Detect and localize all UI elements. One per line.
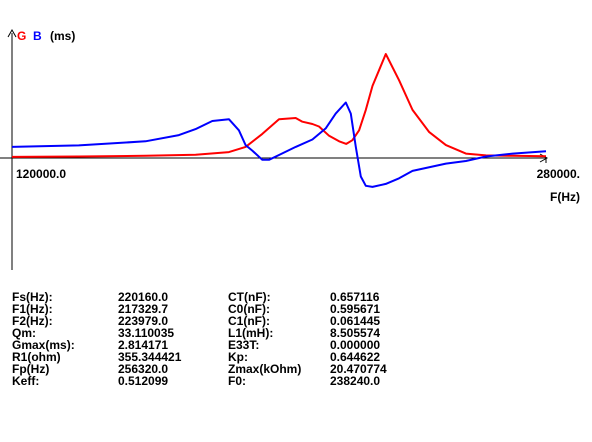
param-label: R1(ohm) [12,350,61,364]
param-label: Qm: [12,326,36,340]
x-min-label: 120000.0 [16,167,66,181]
param-value: 0.657116 [330,290,380,304]
param-label: Kp: [228,350,248,364]
x-max-label: 280000. [537,167,580,181]
param-value: 0.595671 [330,302,381,316]
param-value: 0.644622 [330,350,381,364]
param-label: Fs(Hz): [12,290,53,304]
param-row: F1(Hz): 217329.7 C0(nF): 0.595671 [12,303,430,315]
y-axis-arrow [7,28,17,38]
param-value: 8.505574 [330,326,381,340]
param-value: 2.814171 [118,338,169,352]
param-label: F0: [228,374,246,388]
param-label: Zmax(kOhm) [228,362,302,376]
param-row: R1(ohm) 355.344421 Kp: 0.644622 [12,351,430,363]
series-b-line [11,101,547,188]
param-label: C1(nF): [228,314,270,328]
param-value: 0.512099 [118,374,169,388]
x-axis-label: F(Hz) [550,190,580,204]
param-label: F2(Hz): [12,314,53,328]
admittance-chart: G B (ms) 120000.0 280000. F(Hz) [0,28,580,270]
param-row: Gmax(ms): 2.814171 E33T: 0.000000 [12,339,430,351]
series-g-line [11,53,547,158]
parameter-table: Fs(Hz): 220160.0 CT(nF): 0.657116 F1(Hz): 217… [12,291,430,387]
param-row: F2(Hz): 223979.0 C1(nF): 0.061445 [12,315,430,327]
param-value: 0.061445 [330,314,381,328]
param-label: E33T: [228,338,260,352]
legend-unit: (ms) [50,29,75,43]
legend-b: B [33,29,42,43]
param-row: Keff: 0.512099 F0: 238240.0 [12,375,430,387]
param-value: 0.000000 [330,338,381,352]
param-value: 33.110035 [118,326,175,340]
param-value: 355.344421 [118,350,182,364]
param-label: Keff: [12,374,40,388]
param-label: Gmax(ms): [12,338,75,352]
legend-g: G [17,29,26,43]
param-value: 220160.0 [118,290,169,304]
param-label: L1(mH): [228,326,274,340]
param-row: Qm: 33.110035 L1(mH): 8.505574 [12,327,430,339]
param-label: Fp(Hz) [12,362,50,376]
param-value: 217329.7 [118,302,169,316]
param-value: 256320.0 [118,362,169,376]
param-label: CT(nF): [228,290,271,304]
param-value: 238240.0 [330,374,381,388]
param-label: C0(nF): [228,302,270,316]
param-row: Fs(Hz): 220160.0 CT(nF): 0.657116 [12,291,430,303]
param-label: F1(Hz): [12,302,53,316]
param-value: 223979.0 [118,314,169,328]
param-row: Fp(Hz) 256320.0 Zmax(kOhm) 20.470774 [12,363,430,375]
param-value: 20.470774 [330,362,387,376]
